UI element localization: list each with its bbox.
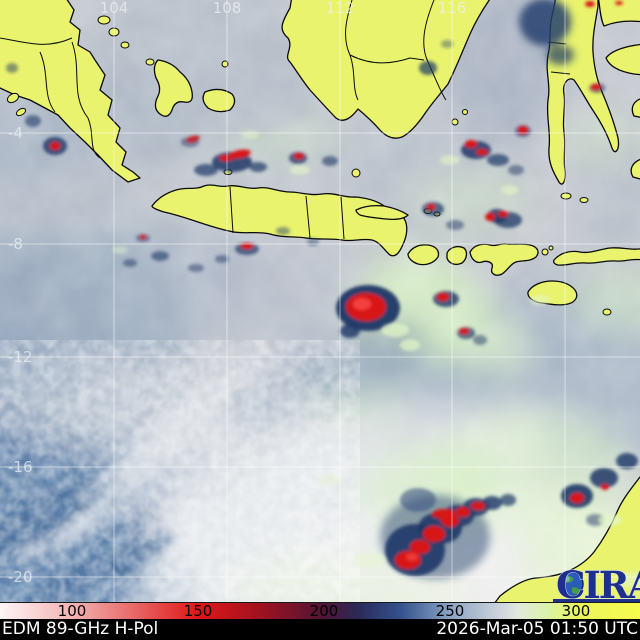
latitude-label: -8: [8, 235, 23, 253]
status-bar: EDM 89-GHz H-Pol 2026-Mar-05 01:50 UTC: [0, 619, 640, 640]
convection-overlay: [6, 0, 640, 588]
scale-tick-label: 200: [309, 602, 339, 620]
product-label: EDM 89-GHz H-Pol: [2, 619, 159, 639]
island-bawean: [351, 168, 361, 178]
graticule: 104 108 112 116 -4 -8 -12 -16 -20: [0, 0, 640, 602]
timestamp-label: 2026-Mar-05 01:50 UTC: [436, 619, 638, 639]
longitude-label: 112: [326, 0, 355, 17]
landmass-layer: [0, 0, 640, 602]
longitude-label: 104: [100, 0, 129, 17]
island: [602, 308, 612, 316]
sumatra-province-border: [0, 37, 73, 45]
satellite-map-canvas: 104 108 112 116 -4 -8 -12 -16 -20 CIRA: [0, 0, 640, 602]
cira-logo-underline: [553, 599, 640, 602]
landmass-java: [151, 184, 408, 257]
longitude-label: 108: [213, 0, 242, 17]
island: [541, 248, 549, 256]
java-province-border: [305, 195, 311, 239]
satellite-map: 104 108 112 116 -4 -8 -12 -16 -20 CIRA: [0, 0, 640, 602]
island: [15, 107, 27, 117]
island: [6, 92, 20, 104]
landmass-sumbawa: [469, 243, 539, 276]
landmass-lombok: [446, 246, 468, 265]
island: [579, 197, 589, 203]
cira-logo-text: CIRA: [556, 563, 640, 602]
landmass-peleng: [631, 98, 640, 118]
island: [451, 118, 459, 126]
landmass-flores: [552, 247, 640, 266]
scale-tick-label: 250: [435, 602, 465, 620]
globe-highlight: [562, 576, 570, 582]
borneo-province-border: [349, 54, 425, 64]
bright-cloud-specks: [112, 131, 640, 588]
scale-tick-label: 150: [183, 602, 213, 620]
landmass-australia: [494, 476, 640, 602]
latitude-label: -20: [8, 568, 33, 586]
scale-tick-label: 100: [57, 602, 87, 620]
cira-logo: CIRA: [553, 563, 640, 602]
landmass-bali: [407, 244, 440, 266]
island: [145, 58, 155, 66]
color-scale-bar: 100 150 200 250 300: [0, 602, 640, 619]
island: [560, 192, 572, 200]
landmass-belitung: [202, 88, 236, 113]
sumatra-province-border: [71, 41, 101, 159]
landmass-madura: [355, 204, 409, 221]
longitude-label: 116: [438, 0, 467, 17]
island: [548, 245, 554, 251]
java-province-border: [340, 196, 345, 240]
java-province-border: [229, 186, 234, 234]
landmass-sumatra: [0, 0, 141, 183]
scale-tick-label: 300: [561, 602, 591, 620]
sumatra-province-border: [39, 51, 56, 113]
latitude-label: -16: [8, 458, 33, 476]
latitude-label: -4: [8, 124, 23, 142]
latitude-label: -12: [8, 348, 33, 366]
landmass-sulawesi-east-arm: [605, 43, 640, 76]
landmass-bangka: [153, 59, 193, 117]
landmass-sulawesi-north-arm: [598, 0, 640, 27]
island: [462, 109, 468, 115]
sulawesi-province-border: [550, 71, 571, 75]
island: [97, 15, 111, 25]
island: [120, 41, 130, 49]
ocean-speckle-texture: [0, 340, 360, 602]
